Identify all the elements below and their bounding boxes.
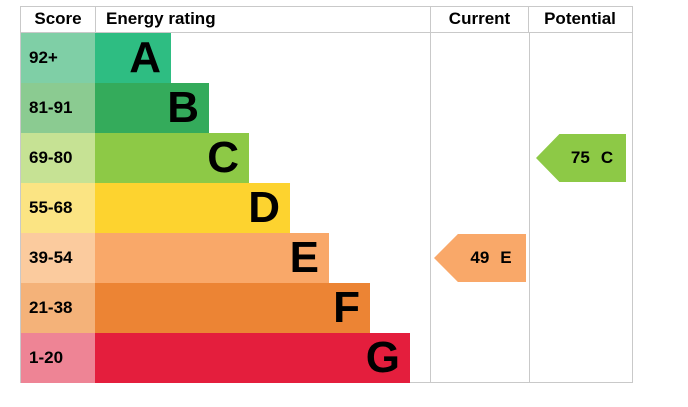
score-cell: 55-68 <box>21 183 95 233</box>
score-cell: 1-20 <box>21 333 95 383</box>
band-letter: B <box>167 83 199 132</box>
score-cell: 81-91 <box>21 83 95 133</box>
score-cell: 21-38 <box>21 283 95 333</box>
score-cell: 92+ <box>21 33 95 83</box>
header-current: Current <box>430 7 528 32</box>
current-band: E <box>500 248 512 267</box>
potential-score: 75 <box>570 148 590 167</box>
rating-bar: A <box>95 33 171 83</box>
column-divider-current <box>430 33 431 383</box>
band-row-a: 92+ A <box>21 33 632 83</box>
band-row-c: 69-80 C <box>21 133 632 183</box>
band-letter: C <box>207 133 239 182</box>
band-row-d: 55-68 D <box>21 183 632 233</box>
band-row-e: 39-54 E <box>21 233 632 283</box>
epc-table-header: Score Energy rating Current Potential <box>21 7 632 33</box>
rating-bar: G <box>95 333 410 383</box>
header-energy-rating: Energy rating <box>95 7 430 32</box>
band-letter: A <box>129 33 161 82</box>
band-letter: G <box>365 333 400 382</box>
rating-bar: F <box>95 283 370 333</box>
band-letter: E <box>289 233 319 282</box>
header-score: Score <box>34 9 82 28</box>
rating-bar: D <box>95 183 290 233</box>
band-letter: F <box>333 283 360 332</box>
epc-table: Score Energy rating Current Potential 92… <box>20 6 633 383</box>
score-cell: 69-80 <box>21 133 95 183</box>
current-score: 49 <box>470 248 490 267</box>
rating-bar: B <box>95 83 209 133</box>
band-row-b: 81-91 B <box>21 83 632 133</box>
rating-bar: C <box>95 133 249 183</box>
band-letter: D <box>248 183 280 232</box>
rating-bar: E <box>95 233 329 283</box>
potential-band: C <box>600 148 614 167</box>
column-divider-potential <box>529 33 530 383</box>
epc-table-body: 92+ A 81-91 B 69-80 C 55-68 D 39-54 E 21… <box>21 33 632 383</box>
score-cell: 39-54 <box>21 233 95 283</box>
band-row-f: 21-38 F <box>21 283 632 333</box>
band-row-g: 1-20 G <box>21 333 632 383</box>
header-potential: Potential <box>528 7 631 32</box>
